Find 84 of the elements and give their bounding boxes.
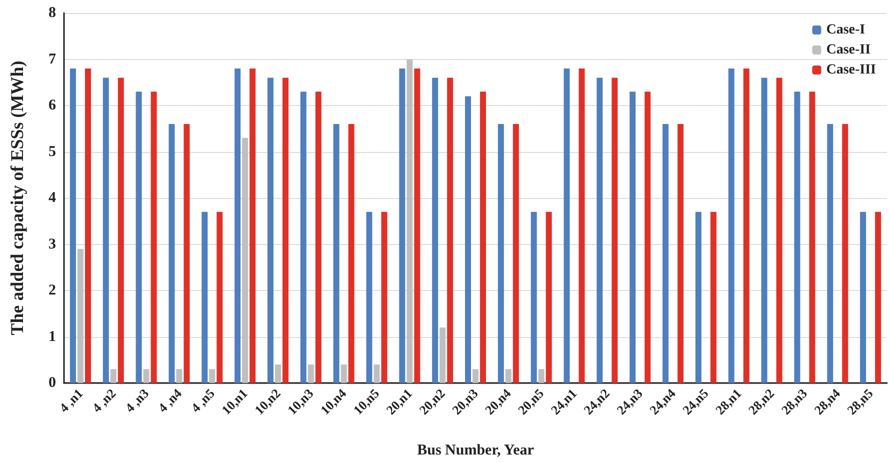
- bar: [250, 68, 256, 383]
- bar: [282, 78, 288, 383]
- bar: [440, 328, 446, 383]
- y-tick-label: 0: [48, 375, 56, 391]
- bar: [70, 68, 76, 383]
- bar: [662, 124, 669, 383]
- bar: [447, 78, 454, 383]
- bar: [374, 364, 380, 383]
- y-tick-label: 1: [48, 328, 56, 345]
- bar: [381, 212, 388, 383]
- bar: [77, 248, 84, 383]
- bar: [809, 92, 816, 383]
- x-tick-label: 4 ,n2: [89, 386, 119, 416]
- bar: [333, 124, 340, 383]
- y-tick-label: 7: [48, 51, 56, 68]
- bar: [564, 68, 570, 383]
- bar: [406, 59, 413, 383]
- bar: [530, 212, 537, 383]
- y-tick-label: 6: [48, 98, 56, 114]
- bar: [776, 78, 782, 383]
- y-axis-title: The added capacity of ESSs (MWh): [7, 60, 27, 336]
- bar: [136, 92, 142, 383]
- x-tick-label: 4 ,n5: [188, 385, 218, 416]
- legend-label: Case-III: [826, 62, 876, 78]
- bar: [538, 369, 544, 383]
- bar: [480, 92, 486, 383]
- bar: [315, 92, 322, 383]
- bar: [340, 364, 347, 383]
- bar: [644, 92, 651, 383]
- bar: [308, 364, 314, 383]
- bar: [546, 212, 552, 383]
- bar: [176, 369, 182, 383]
- y-tick-label: 5: [48, 144, 56, 160]
- bar: [150, 92, 157, 383]
- y-tick-label: 4: [48, 190, 56, 206]
- bar: [827, 124, 834, 383]
- bar: [465, 96, 471, 383]
- bar: [432, 78, 438, 383]
- bar: [794, 92, 800, 383]
- bar: [242, 138, 248, 383]
- bar: [842, 124, 848, 383]
- x-tick-label: 4 ,n1: [56, 386, 86, 416]
- bar: [216, 212, 223, 383]
- x-tick-label: 4 ,n3: [122, 385, 152, 416]
- bar: [168, 124, 175, 383]
- bar: [118, 78, 124, 383]
- bar: [710, 212, 716, 383]
- bar: [578, 68, 585, 383]
- bar: [209, 369, 216, 383]
- bar: [202, 212, 208, 383]
- bar: [414, 68, 420, 383]
- bar: [274, 364, 281, 383]
- bar: [143, 369, 150, 383]
- legend-label: Case-I: [826, 22, 866, 38]
- bar: [743, 68, 750, 383]
- bar: [348, 124, 354, 383]
- bar: [596, 78, 603, 383]
- bar: [102, 78, 109, 383]
- bar: [234, 68, 241, 383]
- bar: [110, 369, 116, 383]
- x-axis-title: Bus Number, Year: [417, 442, 534, 458]
- bar: [498, 124, 504, 383]
- x-tick-label: 4 ,n4: [155, 385, 185, 416]
- bar: [84, 68, 91, 383]
- bar: [695, 212, 702, 383]
- bar: [612, 78, 618, 383]
- bar: [267, 78, 274, 383]
- y-tick-label: 2: [48, 282, 56, 298]
- bar: [678, 124, 684, 383]
- y-tick-label: 8: [48, 5, 56, 21]
- bar: [512, 124, 519, 383]
- bar: [366, 212, 372, 383]
- bar: [472, 369, 478, 383]
- bar: [399, 68, 406, 383]
- bar: [860, 212, 866, 383]
- legend-label: Case-II: [826, 42, 871, 58]
- bar: [184, 124, 190, 383]
- bar: [875, 212, 882, 383]
- bar: [300, 92, 306, 383]
- bar: [505, 369, 512, 383]
- bar: [630, 92, 636, 383]
- bar: [728, 68, 734, 383]
- bar: [761, 78, 768, 383]
- y-tick-label: 3: [48, 236, 56, 252]
